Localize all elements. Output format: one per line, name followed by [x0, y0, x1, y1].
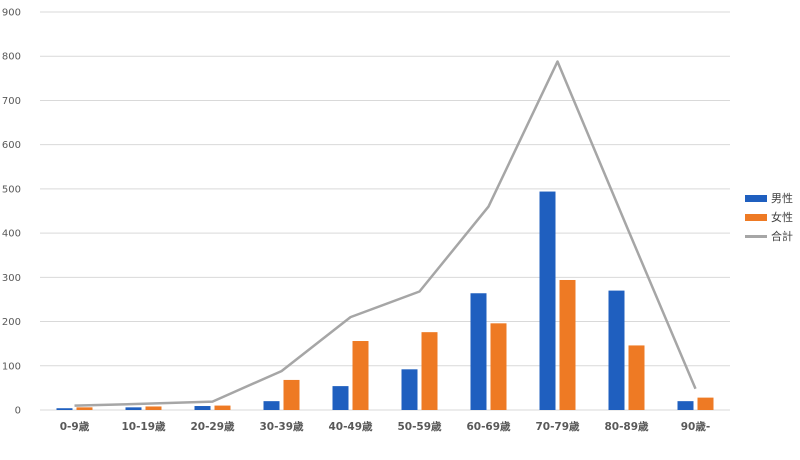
legend-label: 合計: [771, 229, 793, 243]
bar-male: [332, 386, 349, 410]
y-tick-label: 800: [2, 52, 21, 63]
bar-male: [608, 290, 625, 410]
bar-male: [539, 191, 556, 410]
bar-female: [490, 323, 507, 410]
bar-female: [352, 341, 369, 410]
x-tick-label: 20-29歳: [190, 420, 235, 433]
x-tick-label: 50-59歳: [397, 420, 442, 433]
bar-male: [125, 407, 142, 410]
bar-female: [283, 379, 300, 410]
bar-female: [697, 397, 714, 410]
bar-female: [559, 279, 576, 410]
y-tick-label: 200: [2, 317, 21, 328]
x-tick-label: 40-49歳: [328, 420, 373, 433]
x-tick-label: 80-89歳: [604, 420, 649, 433]
bars: [56, 191, 714, 410]
x-tick-label: 10-19歳: [121, 420, 166, 433]
bar-female: [421, 332, 438, 410]
bar-female: [214, 405, 231, 410]
bar-male: [194, 406, 211, 410]
y-tick-label: 500: [2, 184, 21, 195]
total-line: [74, 60, 697, 407]
y-axis-ticks: 0 100 200 300 400 500 600 700 800 900: [2, 8, 21, 417]
x-tick-label: 60-69歳: [466, 420, 511, 433]
y-tick-label: 900: [2, 8, 21, 19]
x-tick-label: 30-39歳: [259, 420, 304, 433]
bar-male: [263, 401, 280, 410]
x-tick-label: 90歳-: [681, 420, 710, 433]
x-tick-label: 70-79歳: [535, 420, 580, 433]
x-tick-label: 0-9歳: [60, 420, 90, 433]
legend-label: 女性: [771, 210, 793, 224]
bar-female: [76, 407, 93, 410]
bar-male: [401, 369, 418, 410]
bar-male: [56, 408, 73, 410]
bar-male: [470, 293, 487, 410]
y-tick-label: 400: [2, 229, 21, 240]
bar-female: [628, 345, 645, 410]
y-tick-label: 100: [2, 361, 21, 372]
y-tick-label: 300: [2, 273, 21, 284]
legend-swatch: [745, 195, 767, 202]
legend-swatch: [745, 214, 767, 221]
bar-male: [677, 401, 694, 410]
legend-label: 男性: [771, 191, 793, 205]
y-tick-label: 700: [2, 96, 21, 107]
y-tick-label: 0: [15, 406, 21, 417]
bar-female: [145, 406, 162, 410]
y-tick-label: 600: [2, 140, 21, 151]
grid-lines: [40, 11, 730, 411]
x-axis-ticks: 0-9歳 10-19歳 20-29歳 30-39歳 40-49歳 50-59歳 60-69歳…: [60, 420, 710, 433]
series-line-total: [74, 60, 697, 407]
